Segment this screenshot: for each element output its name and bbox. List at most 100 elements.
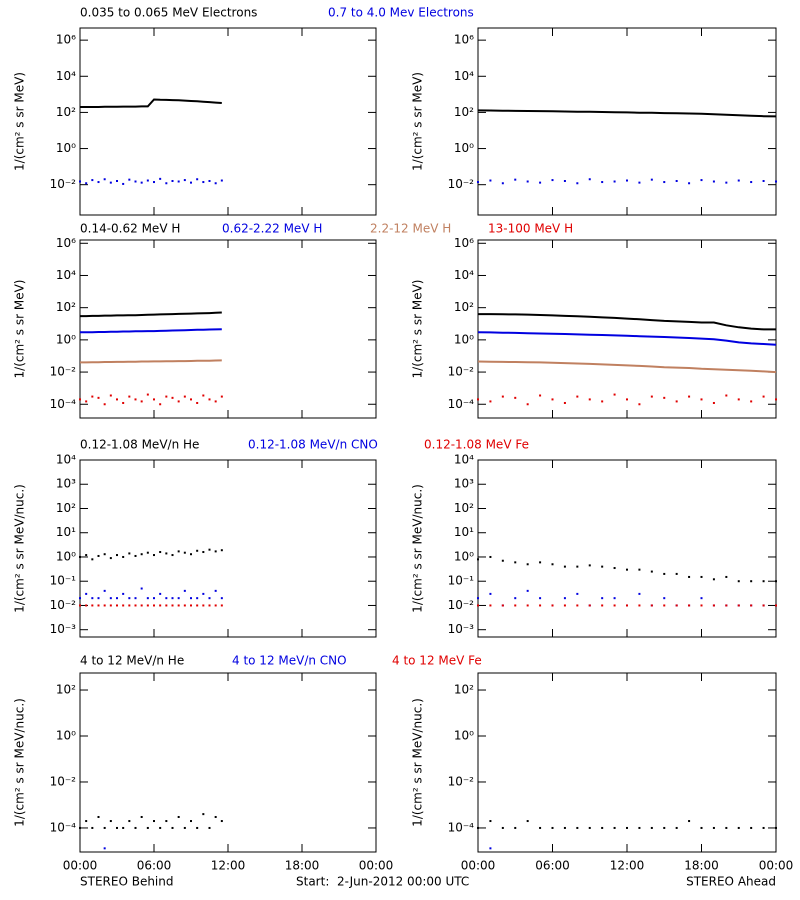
data-point bbox=[128, 597, 131, 600]
data-point bbox=[190, 398, 192, 401]
legend-entry: 4 to 12 MeV/n CNO bbox=[232, 654, 347, 668]
plot-frame bbox=[477, 239, 777, 419]
data-line bbox=[80, 328, 222, 334]
legend-entry: 0.7 to 4.0 Mev Electrons bbox=[328, 6, 474, 20]
y-tick-label: 10⁴ bbox=[454, 69, 474, 83]
data-point bbox=[122, 592, 125, 595]
data-point bbox=[153, 597, 155, 600]
data-point bbox=[675, 400, 678, 403]
data-point bbox=[134, 180, 137, 183]
data-point bbox=[85, 592, 88, 595]
data-point bbox=[489, 820, 492, 823]
data-point bbox=[177, 597, 180, 600]
data-point bbox=[663, 597, 666, 600]
data-point bbox=[214, 604, 217, 607]
data-point bbox=[79, 826, 81, 829]
legend-entry: 0.62-2.22 MeV H bbox=[222, 222, 322, 236]
plot-frame bbox=[79, 239, 377, 419]
data-point bbox=[103, 553, 106, 556]
data-point bbox=[128, 604, 131, 607]
data-point bbox=[539, 394, 542, 397]
data-point bbox=[97, 597, 100, 600]
data-point bbox=[638, 592, 641, 595]
data-point bbox=[663, 396, 666, 399]
data-point bbox=[103, 604, 106, 607]
data-point bbox=[97, 181, 100, 184]
data-point bbox=[563, 604, 566, 607]
data-point bbox=[688, 182, 691, 185]
data-point bbox=[220, 597, 223, 600]
data-point bbox=[202, 592, 205, 595]
x-tick-label: 12:00 bbox=[211, 859, 246, 873]
data-point bbox=[91, 604, 94, 607]
data-point bbox=[775, 398, 777, 401]
data-point bbox=[737, 398, 740, 401]
data-point bbox=[165, 395, 168, 398]
y-tick-label: 10⁻¹ bbox=[448, 574, 475, 588]
data-point bbox=[220, 820, 223, 823]
legend-entry: 2.2-12 MeV H bbox=[370, 222, 451, 236]
plot-frame bbox=[477, 459, 777, 638]
y-tick-label: 10⁻⁴ bbox=[50, 820, 77, 834]
data-point bbox=[489, 555, 492, 558]
y-tick-label: 10⁰ bbox=[454, 332, 474, 346]
data-point bbox=[650, 178, 653, 181]
data-point bbox=[576, 395, 579, 398]
data-point bbox=[214, 182, 217, 185]
data-point bbox=[762, 604, 765, 607]
y-tick-label: 10² bbox=[454, 105, 474, 119]
data-point bbox=[122, 604, 125, 607]
data-point bbox=[208, 597, 211, 600]
data-point bbox=[762, 395, 765, 398]
data-point bbox=[501, 826, 504, 829]
data-point bbox=[663, 572, 666, 575]
data-point bbox=[588, 178, 591, 181]
data-point bbox=[613, 604, 616, 607]
data-point bbox=[208, 604, 211, 607]
data-point bbox=[700, 597, 703, 600]
data-point bbox=[91, 597, 94, 600]
data-point bbox=[140, 553, 143, 556]
data-point bbox=[762, 179, 765, 182]
data-point bbox=[183, 589, 186, 592]
data-point bbox=[116, 597, 118, 600]
data-point bbox=[159, 604, 162, 607]
data-point bbox=[626, 568, 628, 571]
data-point bbox=[576, 826, 579, 829]
x-tick-label: 06:00 bbox=[535, 859, 570, 873]
data-point bbox=[153, 820, 155, 823]
data-point bbox=[675, 826, 678, 829]
plot-frame bbox=[79, 672, 377, 853]
data-point bbox=[725, 826, 728, 829]
data-point bbox=[638, 826, 641, 829]
data-line bbox=[477, 331, 777, 346]
legend-entry: 0.12-1.08 MeV/n CNO bbox=[248, 438, 378, 452]
data-point bbox=[477, 604, 479, 607]
data-point bbox=[737, 580, 740, 583]
data-point bbox=[128, 820, 131, 823]
data-line bbox=[478, 313, 776, 331]
data-point bbox=[626, 179, 628, 182]
data-point bbox=[134, 554, 137, 557]
data-point bbox=[588, 564, 591, 567]
y-tick-label: 10² bbox=[454, 300, 474, 314]
y-axis-title: 1/(cm² s sr MeV/nuc.) bbox=[411, 484, 425, 613]
data-point bbox=[700, 826, 703, 829]
y-tick-label: 10⁻² bbox=[50, 598, 77, 612]
legend-entry: 13-100 MeV H bbox=[488, 222, 573, 236]
data-point bbox=[712, 180, 715, 183]
data-point bbox=[220, 395, 223, 398]
data-point bbox=[514, 597, 517, 600]
y-tick-label: 10⁰ bbox=[56, 728, 76, 742]
data-point bbox=[183, 551, 186, 554]
data-point bbox=[134, 597, 137, 600]
y-tick-label: 10⁴ bbox=[56, 268, 76, 282]
y-tick-label: 10² bbox=[56, 683, 76, 697]
data-point bbox=[208, 826, 211, 829]
data-point bbox=[214, 815, 217, 818]
y-tick-label: 10⁰ bbox=[454, 728, 474, 742]
data-point bbox=[601, 826, 604, 829]
data-point bbox=[109, 604, 112, 607]
data-point bbox=[165, 604, 168, 607]
legend-entry: 0.12-1.08 MeV Fe bbox=[424, 438, 529, 452]
